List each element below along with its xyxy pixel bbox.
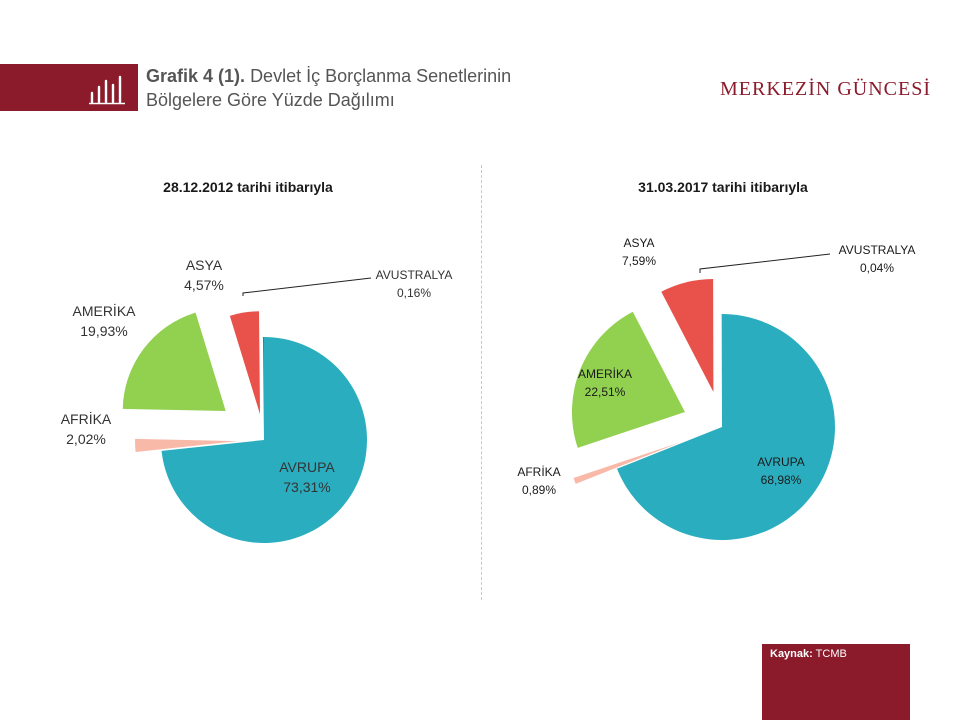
pie-slice-avustralya [262, 337, 264, 440]
chart-title: 28.12.2012 tarihi itibarıyla [163, 179, 333, 195]
pie-chart-1: 28.12.2012 tarihi itibarıyla AVRUPA 73,31%… [61, 179, 453, 543]
leader-line-avustralya [242, 277, 372, 296]
slice-label-avrupa: AVRUPA [757, 455, 805, 469]
slice-value-amerika: 22,51% [585, 385, 626, 399]
title-bold: Grafik 4 (1). [146, 66, 246, 86]
slice-value-asya: 7,59% [622, 254, 656, 268]
chart-divider [481, 165, 482, 600]
slice-label-afrika: AFRİKA [61, 410, 112, 427]
source-value: TCMB [815, 648, 847, 660]
slice-value-afrika: 2,02% [66, 431, 106, 447]
slice-value-avustralya: 0,04% [860, 261, 894, 275]
slice-value-amerika: 19,93% [80, 323, 127, 339]
pie-slice-amerika [571, 311, 685, 448]
pie-slice-amerika [122, 312, 226, 412]
pie-chart-2: 31.03.2017 tarihi itibarıyla AVRUPA 68,98%… [517, 179, 915, 540]
slice-value-avrupa: 73,31% [283, 479, 330, 495]
pie-slice-asya [661, 279, 714, 393]
title-line2: Bölgelere Göre Yüzde Dağılımı [146, 90, 395, 110]
chart-title: 31.03.2017 tarihi itibarıyla [638, 179, 808, 195]
brand-logo: MERKEZİN GÜNCESİ [720, 78, 931, 100]
slice-value-afrika: 0,89% [522, 483, 556, 497]
slice-label-avrupa: AVRUPA [279, 459, 335, 475]
leader-line-avustralya [699, 253, 831, 273]
slice-value-avustralya: 0,16% [397, 286, 431, 300]
slice-label-amerika: AMERİKA [578, 367, 632, 381]
slice-label-amerika: AMERİKA [72, 302, 136, 319]
title-line1: Devlet İç Borçlanma Senetlerinin [250, 66, 512, 86]
pie-slice-avrupa [161, 337, 367, 543]
pie-slice-afrika [573, 442, 681, 484]
pie-slice-avrupa [617, 314, 836, 540]
pie-slice-asya [229, 311, 261, 415]
slice-value-asya: 4,57% [184, 277, 224, 293]
source-note: Kaynak: TCMB [770, 648, 847, 660]
source-label: Kaynak: [770, 648, 813, 660]
page-title: Grafik 4 (1). Devlet İç Borçlanma Senetl… [146, 64, 706, 112]
slice-label-asya: ASYA [186, 257, 223, 273]
source-box [762, 644, 910, 720]
slice-label-avustralya: AVUSTRALYA [376, 268, 453, 282]
slice-value-avrupa: 68,98% [761, 473, 802, 487]
slice-label-asya: ASYA [623, 236, 654, 250]
bar-chart-icon [89, 75, 125, 105]
pie-slice-afrika [135, 438, 239, 452]
slice-label-afrika: AFRİKA [517, 465, 560, 479]
slice-label-avustralya: AVUSTRALYA [839, 243, 916, 257]
